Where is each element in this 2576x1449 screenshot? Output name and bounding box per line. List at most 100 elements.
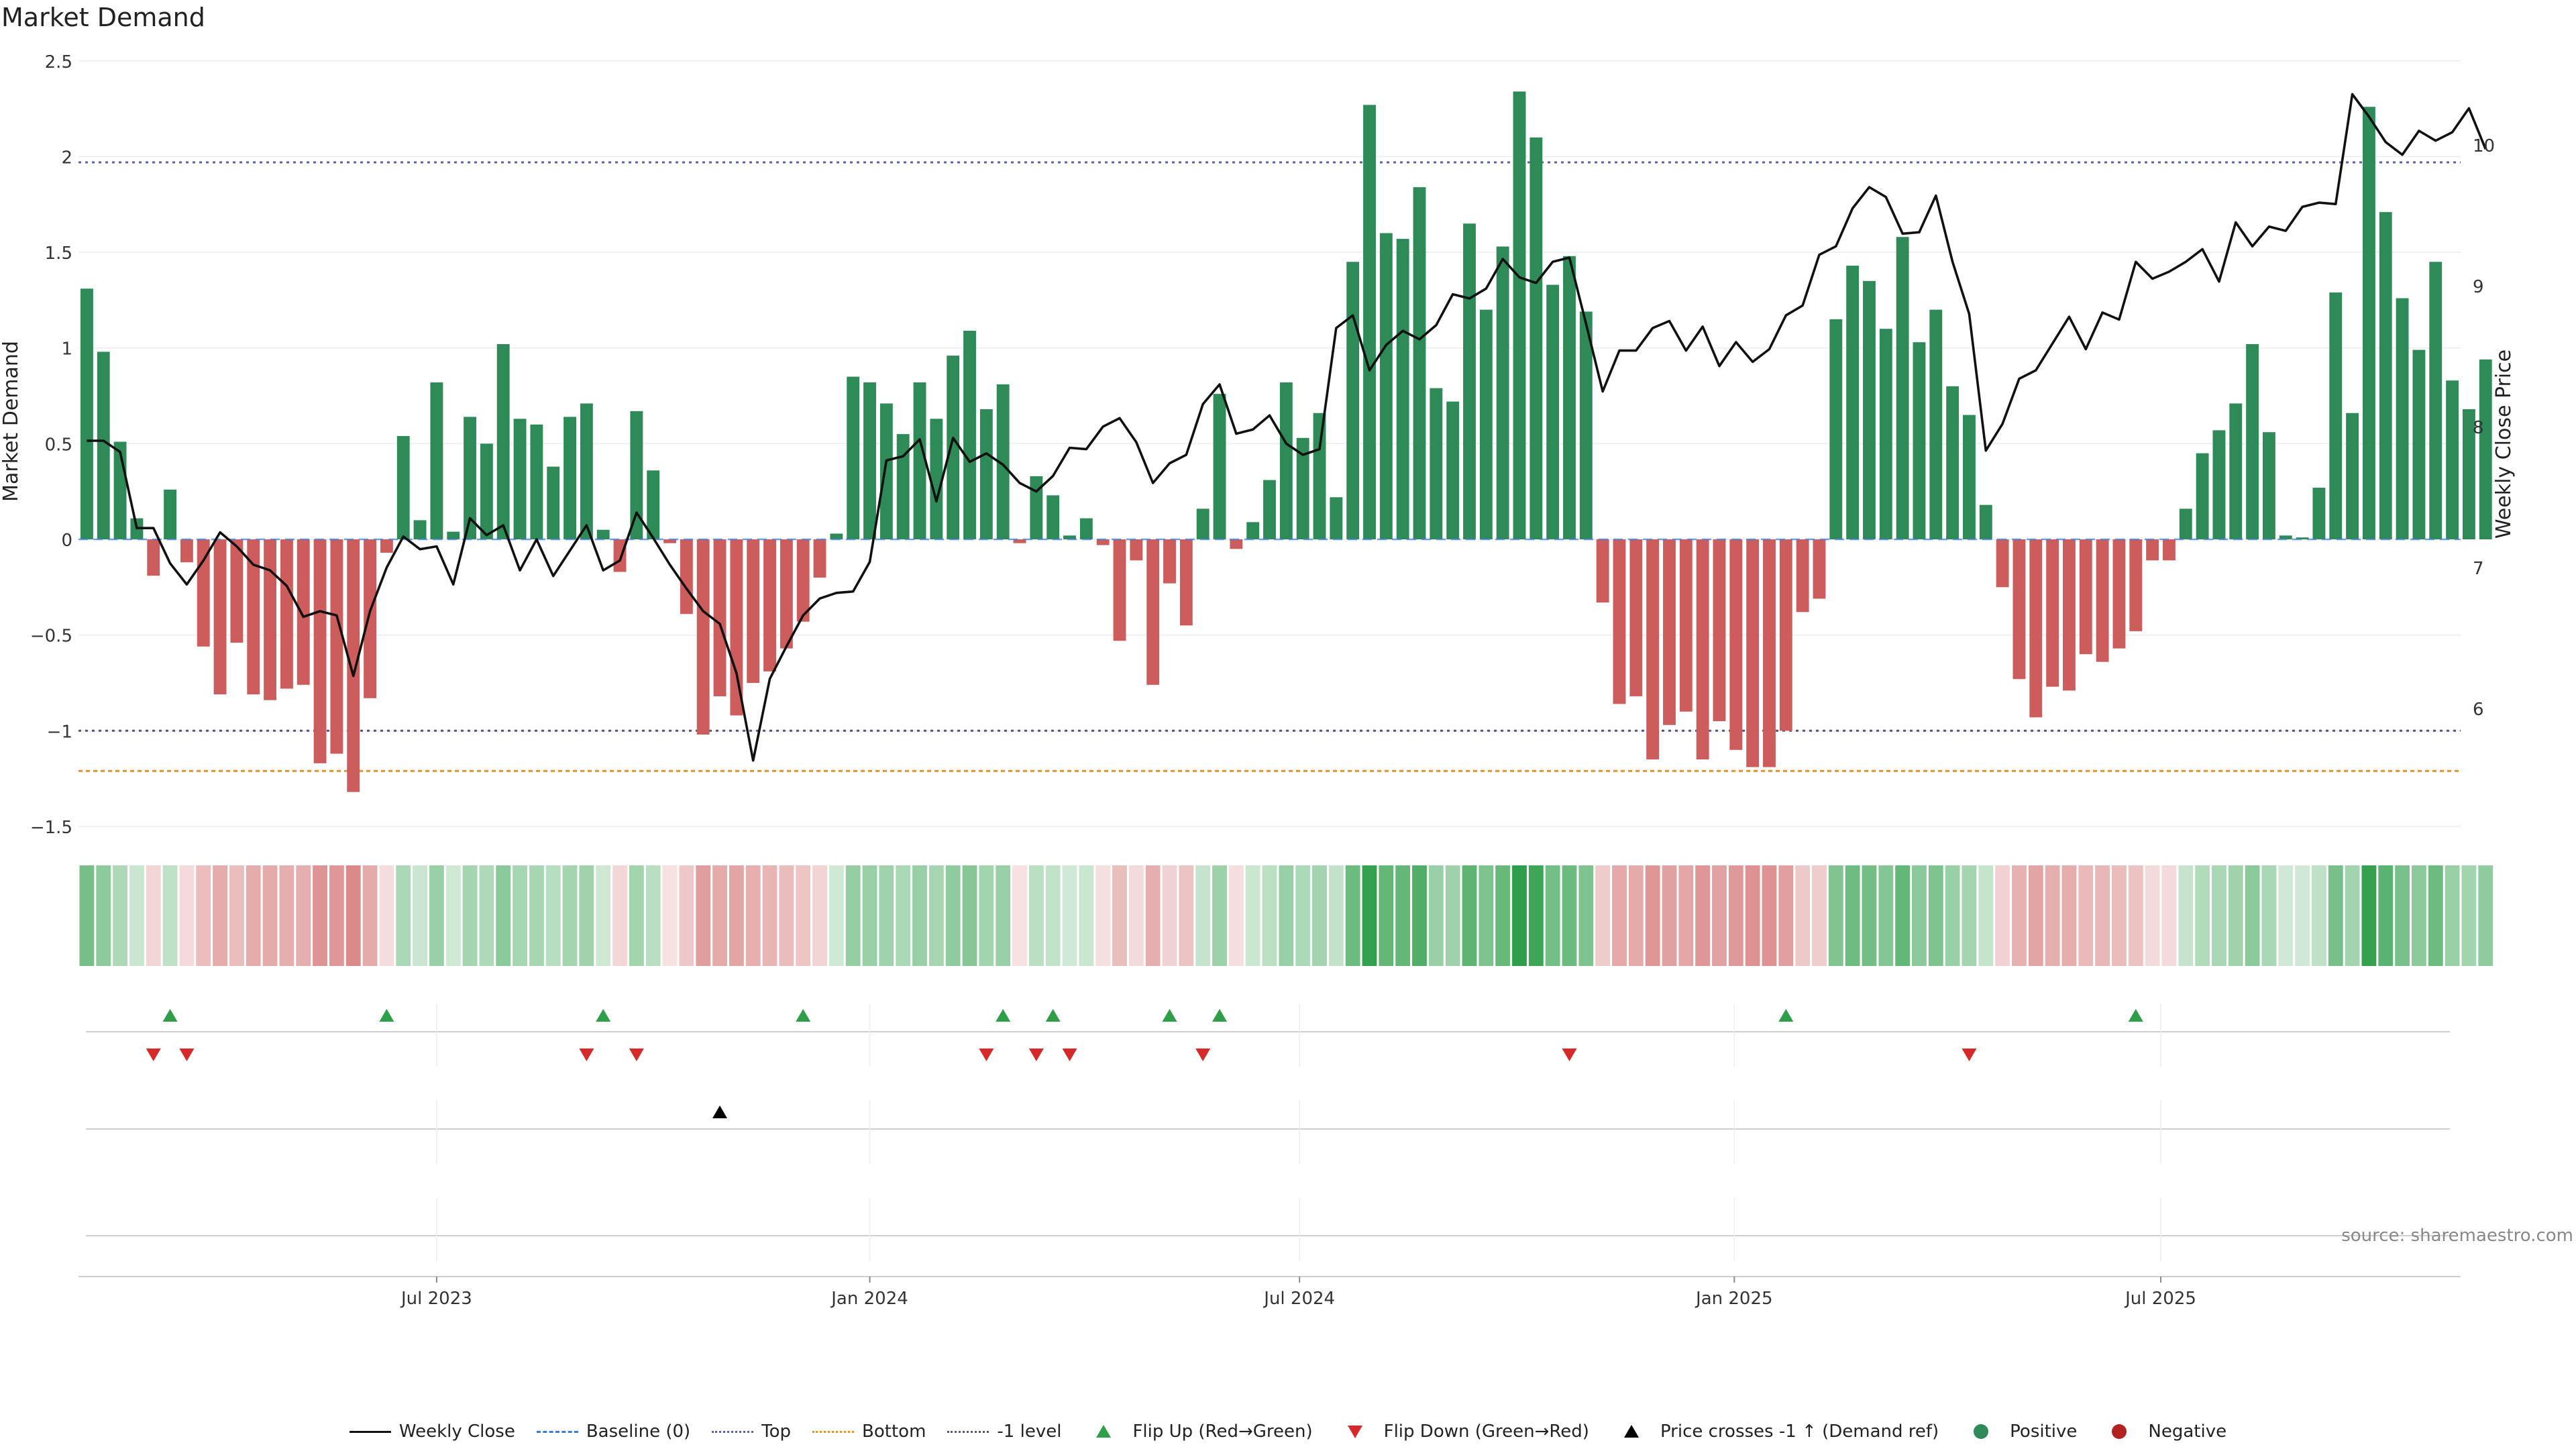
heat-cell [1995,865,2010,966]
heat-cell [812,865,827,966]
flip-down-marker [579,1049,594,1061]
demand-bar [496,343,510,539]
demand-bar [430,382,443,539]
source-note: source: sharemaestro.com [2341,1226,2573,1246]
heat-cell [2061,865,2077,966]
demand-bars [80,91,2492,792]
demand-bar [280,539,293,689]
heat-cell [479,865,494,966]
heat-cell [845,865,861,966]
y2-axis-label: Weekly Close Price [2492,350,2516,539]
demand-bar [1296,437,1309,539]
legend-dot-icon [2098,1424,2140,1440]
demand-bar [947,356,960,539]
demand-bar [1046,495,1060,539]
heat-cell [1412,865,1427,966]
legend-label: -1 level [997,1421,1062,1442]
heat-cell [729,865,744,966]
heat-cell [246,865,261,966]
heat-cell [2195,865,2210,966]
heat-cell [1945,865,1960,966]
heat-cell [1012,865,1027,966]
demand-bar [1030,476,1043,539]
heat-cell [2345,865,2360,966]
x-axis: Jul 2023 Jan 2024 Jul 2024 Jan 2025 Jul 2025 [400,1277,2196,1309]
demand-bar [1946,386,1960,539]
demand-bar [647,470,660,539]
heat-cell [1828,865,1843,966]
legend-item: Negative [2098,1421,2226,1442]
heat-cell [2445,865,2460,966]
demand-bar [2212,430,2226,539]
heat-cell [2178,865,2194,966]
heat-cell [1695,865,1711,966]
heat-cell [928,865,944,966]
demand-bar [830,533,843,539]
legend-item: Positive [1960,1421,2077,1442]
demand-bar [347,539,360,792]
heat-cell [1878,865,1894,966]
legend-label: Positive [2010,1421,2078,1442]
demand-bar [1379,233,1393,539]
y2-tick-label: 8 [2473,418,2484,438]
demand-bar [1213,394,1226,539]
demand-bar [680,539,693,614]
flip-up-marker [2128,1009,2143,1022]
heat-cell [1745,865,1760,966]
heat-cell [629,865,644,966]
demand-bar [813,539,826,578]
heat-cell [379,865,394,966]
heat-cell [1095,865,1111,966]
heat-cell [1045,865,1061,966]
legend-line-dash-icon [536,1424,578,1440]
heat-cell [2212,865,2226,966]
demand-bar [1796,539,1809,612]
heat-cell [612,865,627,966]
demand-bar [464,417,476,539]
heat-cell [1928,865,1943,966]
heat-cell [2128,865,2143,966]
demand-bar [2312,487,2326,539]
heat-cell [1195,865,1211,966]
weekly-close-line [87,93,2487,762]
heat-cell [1662,865,1677,966]
demand-bar [297,539,310,685]
demand-bar [1963,415,1976,539]
demand-bar [1463,223,1476,539]
demand-bar [879,403,893,539]
y-tick-label: 0 [61,531,72,551]
heat-cell [662,865,678,966]
heat-cell [1445,865,1460,966]
heat-cell [146,865,161,966]
heat-cell [1978,865,1994,966]
heat-cell [1379,865,1394,966]
heat-cell [1495,865,1511,966]
demand-bar [264,539,276,700]
demand-bar [1813,539,1826,599]
demand-bar [630,411,643,539]
heat-cell [912,865,927,966]
demand-bar [2296,537,2309,539]
heat-cell [279,865,294,966]
demand-bar [1196,508,1210,539]
demand-bar [2329,292,2343,539]
demand-bar [2046,539,2059,687]
y-tick-label: −1 [47,722,72,742]
demand-bar [2479,359,2492,539]
demand-bar [147,539,160,576]
demand-bar [1396,239,1409,539]
heat-cell [679,865,694,966]
legend-label: Top [761,1421,792,1442]
heat-cell [562,865,578,966]
demand-bar [1246,522,1260,539]
demand-bar [2196,453,2209,540]
heat-cell [1279,865,1294,966]
demand-bar [1096,539,1110,545]
heat-cell [296,865,311,966]
heat-cell [1295,865,1311,966]
heat-cell [1845,865,1860,966]
y-axis-right: 10 9 8 7 6 [2473,136,2495,720]
heat-cell [1395,865,1411,966]
heat-cell [1778,865,1794,966]
demand-bar [863,382,876,539]
